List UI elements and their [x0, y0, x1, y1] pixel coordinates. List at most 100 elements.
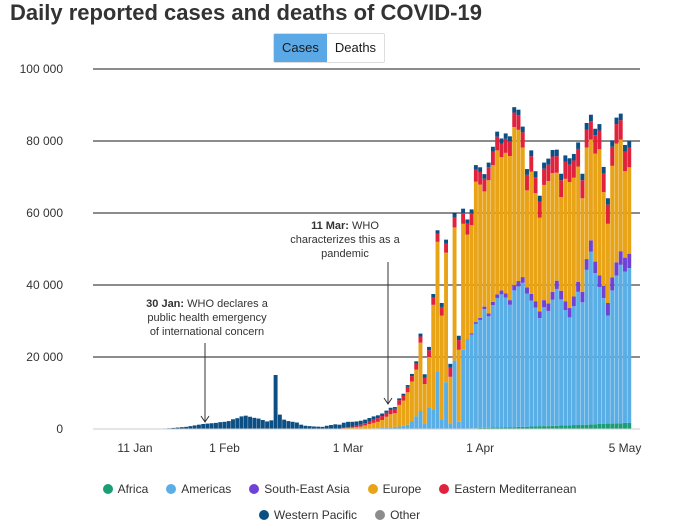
bar-segment-americas: [550, 299, 555, 426]
bar-segment-americas: [512, 290, 517, 428]
bar-segment-western-pacific: [576, 142, 581, 149]
bar-segment-western-pacific: [388, 407, 393, 410]
bar-segment-americas: [580, 302, 585, 425]
bar-segment-eastern-mediterranean: [627, 147, 632, 168]
legend-item-americas[interactable]: Americas: [166, 482, 231, 496]
x-tick-label: 1 Feb: [209, 441, 240, 455]
bar-segment-americas: [444, 382, 449, 429]
bar-segment-eastern-mediterranean: [507, 141, 512, 157]
bar-segment-africa: [533, 426, 538, 429]
bar-segment-americas: [614, 275, 619, 424]
bar-segment-western-pacific: [350, 421, 355, 427]
bar-segment-americas: [533, 307, 538, 427]
bar-segment-western-pacific: [179, 427, 184, 429]
bar-segment-eastern-mediterranean: [576, 148, 581, 167]
bar-segment-eastern-mediterranean: [427, 350, 431, 357]
bar-segment-eastern-mediterranean: [567, 164, 572, 183]
bar-segment-eastern-mediterranean: [444, 243, 449, 253]
bar-segment-eastern-mediterranean: [499, 143, 504, 158]
bar-segment-europe: [350, 427, 355, 429]
bar-segment-western-pacific: [542, 162, 547, 169]
bar-segment-europe: [533, 193, 538, 302]
bar-segment-eastern-mediterranean: [448, 367, 453, 377]
bar-segment-western-pacific: [537, 195, 542, 202]
legend-dot-other: [375, 510, 386, 520]
legend-label-americas: Americas: [181, 482, 232, 496]
bar-segment-africa: [550, 425, 555, 429]
bar-segment-western-pacific: [550, 150, 555, 157]
bar-segment-eastern-mediterranean: [554, 156, 559, 173]
bar-segment-south-east-asia: [588, 240, 593, 252]
bar-segment-western-pacific: [401, 393, 406, 396]
bar-segment-africa: [593, 424, 598, 429]
bar-segment-europe: [525, 190, 529, 288]
bar-segment-south-east-asia: [529, 294, 534, 301]
y-tick-label: 20 000: [26, 350, 63, 364]
bar-segment-eastern-mediterranean: [405, 386, 410, 393]
bar-segment-africa: [507, 427, 512, 429]
bar-segment-south-east-asia: [627, 253, 632, 269]
annotation-line: of international concern: [150, 326, 264, 338]
bar-segment-south-east-asia: [537, 311, 542, 319]
bar-segment-western-pacific: [184, 426, 189, 429]
bar-segment-eastern-mediterranean: [465, 223, 470, 235]
bar-segment-western-pacific: [231, 419, 235, 429]
bar-segment-europe: [461, 223, 466, 350]
bar-segment-africa: [542, 426, 547, 429]
bar-segment-eastern-mediterranean: [563, 161, 568, 179]
legend-item-western-pacific[interactable]: Western Pacific: [258, 508, 357, 522]
bar-segment-eastern-mediterranean: [401, 395, 406, 401]
bar-segment-western-pacific: [371, 416, 376, 420]
legend-item-europe[interactable]: Europe: [367, 482, 421, 496]
bar-segment-western-pacific: [512, 107, 517, 113]
bar-segment-eastern-mediterranean: [350, 426, 355, 428]
bar-segment-western-pacific: [605, 198, 610, 205]
annotation-line: 11 Mar: WHO: [311, 220, 379, 232]
bar-segment-eastern-mediterranean: [610, 146, 615, 166]
bar-segment-eastern-mediterranean: [525, 174, 529, 191]
bar-segment-western-pacific: [623, 144, 627, 152]
bar-segment-eastern-mediterranean: [550, 156, 555, 174]
bar-segment-south-east-asia: [469, 333, 474, 335]
bar-segment-europe: [388, 414, 393, 428]
bar-segment-eastern-mediterranean: [435, 233, 440, 242]
bar-segment-eastern-mediterranean: [597, 130, 602, 150]
bar-segment-eastern-mediterranean: [461, 213, 466, 224]
bar-segment-africa: [503, 427, 508, 429]
bar-segment-western-pacific: [409, 373, 414, 377]
bar-segment-americas: [431, 409, 436, 429]
bar-segment-eastern-mediterranean: [397, 400, 402, 405]
cases-tab[interactable]: Cases: [274, 34, 327, 62]
legend-item-other[interactable]: Other: [375, 508, 420, 522]
bar-segment-south-east-asia: [520, 277, 525, 283]
legend-item-eastern-mediterranean[interactable]: Eastern Mediterranean: [439, 482, 576, 496]
bar-segment-eastern-mediterranean: [418, 336, 423, 343]
bar-segment-eastern-mediterranean: [380, 416, 385, 420]
bar-segment-africa: [601, 423, 606, 429]
bar-segment-africa: [499, 427, 504, 429]
bar-segment-south-east-asia: [512, 285, 517, 291]
bar-segment-western-pacific: [427, 346, 431, 351]
bar-segment-europe: [554, 172, 559, 281]
y-tick-label: 60 000: [26, 206, 63, 220]
bar-segment-eastern-mediterranean: [580, 180, 585, 199]
bar-segment-western-pacific: [516, 109, 521, 116]
bar-segment-south-east-asia: [542, 300, 547, 308]
legend-item-africa[interactable]: Africa: [102, 482, 148, 496]
bar-segment-eastern-mediterranean: [358, 424, 363, 427]
bar-segment-americas: [601, 297, 606, 424]
bar-segment-africa: [520, 426, 525, 429]
bar-segment-western-pacific: [397, 398, 402, 401]
deaths-tab[interactable]: Deaths: [326, 34, 385, 62]
bar-segment-americas: [435, 371, 440, 429]
bar-segment-americas: [473, 323, 478, 429]
bar-segment-africa: [597, 423, 602, 429]
bar-segment-south-east-asia: [580, 291, 585, 303]
bar-segment-americas: [507, 304, 512, 428]
bar-segment-south-east-asia: [559, 290, 564, 300]
legend-item-south-east-asia[interactable]: South-East Asia: [249, 482, 350, 496]
bar-segment-western-pacific: [618, 113, 623, 121]
bar-segment-americas: [529, 300, 534, 427]
bar-segment-western-pacific: [354, 421, 359, 426]
bar-segment-africa: [537, 426, 542, 429]
